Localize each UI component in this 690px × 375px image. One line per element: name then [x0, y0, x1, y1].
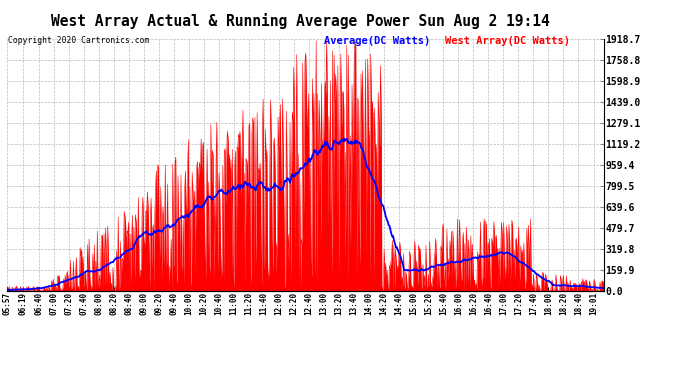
- Text: Average(DC Watts): Average(DC Watts): [324, 36, 431, 46]
- Text: West Array(DC Watts): West Array(DC Watts): [445, 36, 570, 46]
- Text: West Array Actual & Running Average Power Sun Aug 2 19:14: West Array Actual & Running Average Powe…: [51, 13, 549, 29]
- Text: Copyright 2020 Cartronics.com: Copyright 2020 Cartronics.com: [8, 36, 150, 45]
